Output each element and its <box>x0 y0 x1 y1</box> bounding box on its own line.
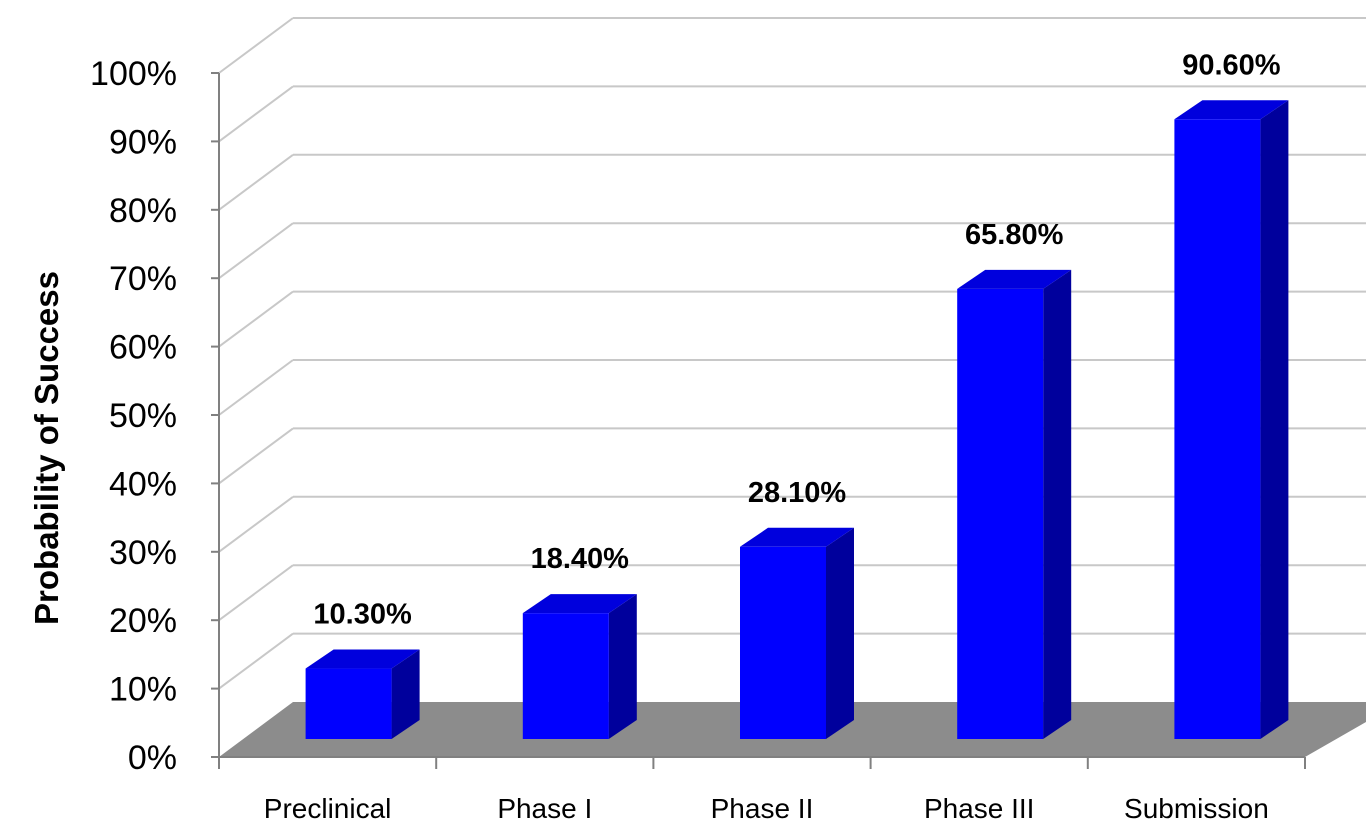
data-label: 90.60% <box>1182 49 1281 81</box>
y-tick-label: 60% <box>109 329 177 367</box>
data-label: 10.30% <box>313 599 412 631</box>
gridline-side <box>218 17 294 74</box>
category-label: Phase I <box>497 793 592 824</box>
category-labels: Preclinical Phase I Phase II Phase III Submi… <box>264 793 1269 824</box>
gridline-side <box>218 359 294 416</box>
bar-front <box>522 613 609 739</box>
bar-top <box>522 594 637 614</box>
y-tick-label: 90% <box>109 123 177 161</box>
y-axis-title: Probability of Success <box>28 271 65 625</box>
y-tick-label: 40% <box>109 465 177 503</box>
category-label: Submission <box>1124 793 1269 824</box>
bar-side <box>1260 100 1289 739</box>
gridline-side <box>218 290 294 348</box>
axes <box>211 72 1306 769</box>
bar-side <box>608 594 637 739</box>
bar-phase-i <box>522 594 637 739</box>
category-label: Phase III <box>924 793 1035 824</box>
y-tick-label: 100% <box>90 55 177 93</box>
gridline-side <box>218 222 294 280</box>
bar-front <box>305 668 392 739</box>
y-tick-label: 10% <box>109 671 177 709</box>
bar-top <box>305 649 420 669</box>
y-tick-label: 0% <box>128 739 177 777</box>
y-tick-label: 30% <box>109 534 177 572</box>
bar-front <box>1174 119 1261 739</box>
y-tick-label: 80% <box>109 192 177 230</box>
bar-top <box>1174 100 1289 120</box>
bar-side <box>391 649 420 739</box>
y-tick-label: 50% <box>109 397 177 435</box>
category-label: Preclinical <box>264 793 392 824</box>
bar-phase-iii <box>957 269 1072 739</box>
y-tick-label: 20% <box>109 602 177 640</box>
bar-submission <box>1174 100 1289 739</box>
data-label: 28.10% <box>748 477 847 509</box>
category-label: Phase II <box>711 793 814 824</box>
bar-front <box>740 546 826 739</box>
gridline-side <box>218 85 294 143</box>
bar-top <box>740 527 854 547</box>
gridline-side <box>218 564 294 622</box>
data-label: 65.80% <box>965 219 1064 251</box>
gridline-side <box>218 153 294 211</box>
bar-top <box>957 269 1072 289</box>
gridline-side <box>218 495 294 553</box>
y-tick-labels: 0% 10% 20% 30% 40% 50% 60% 70% 80% 90% 100% <box>90 55 177 777</box>
bars <box>305 100 1289 739</box>
bar-preclinical <box>305 649 420 739</box>
bar-side <box>826 527 854 739</box>
bar-side <box>1043 269 1072 739</box>
gridline-side <box>218 632 294 690</box>
data-label: 18.40% <box>531 543 630 575</box>
bar-phase-ii <box>740 527 854 739</box>
gridline-side <box>218 427 294 485</box>
bar-front <box>957 288 1044 739</box>
data-labels: 10.30% 18.40% 28.10% 65.80% 90.60% <box>313 49 1280 630</box>
y-tick-label: 70% <box>109 260 177 298</box>
